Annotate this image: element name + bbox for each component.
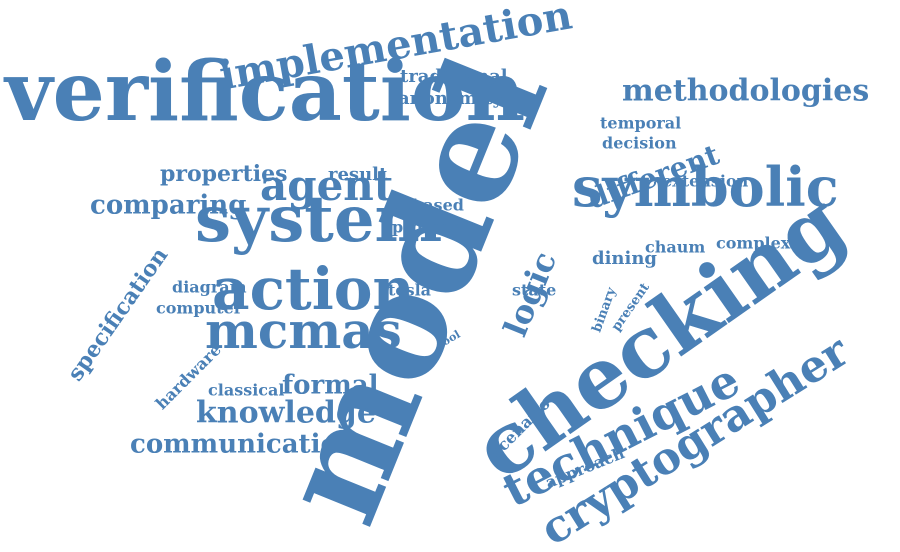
- word-action: action: [212, 254, 415, 323]
- word-knowledge: knowledge: [196, 395, 376, 431]
- word-result: result: [328, 163, 388, 185]
- word-agent: agent: [260, 161, 394, 211]
- word-extension: extension: [662, 171, 749, 191]
- word-state: state: [512, 280, 557, 300]
- word-properties: properties: [160, 160, 288, 187]
- word-symbolic: symbolic: [572, 154, 839, 219]
- word-chaum: chaum: [645, 237, 706, 257]
- word-traditional: traditional: [400, 65, 508, 87]
- word-based: based: [412, 195, 464, 215]
- word-mcmas: mcmas: [205, 301, 402, 360]
- word-formal: formal: [282, 370, 379, 401]
- word-anonymity: anonymity: [398, 87, 503, 109]
- word-system: system: [195, 182, 443, 258]
- word-methodologies: methodologies: [622, 73, 870, 109]
- word-classical: classical: [208, 380, 285, 400]
- word-temporal: temporal: [600, 113, 682, 133]
- word-communication: communication: [130, 429, 357, 460]
- word-protocol: protocol: [392, 217, 467, 237]
- word-computer: computer: [156, 298, 243, 318]
- word-tesla: tesla: [388, 280, 432, 300]
- word-diagram: diagram: [172, 277, 247, 297]
- word-dining: dining: [592, 247, 658, 269]
- word-comparing: comparing: [90, 190, 247, 221]
- word-decision: decision: [602, 133, 677, 153]
- word-complex: complex: [716, 233, 791, 253]
- word-verification: verification: [5, 44, 526, 141]
